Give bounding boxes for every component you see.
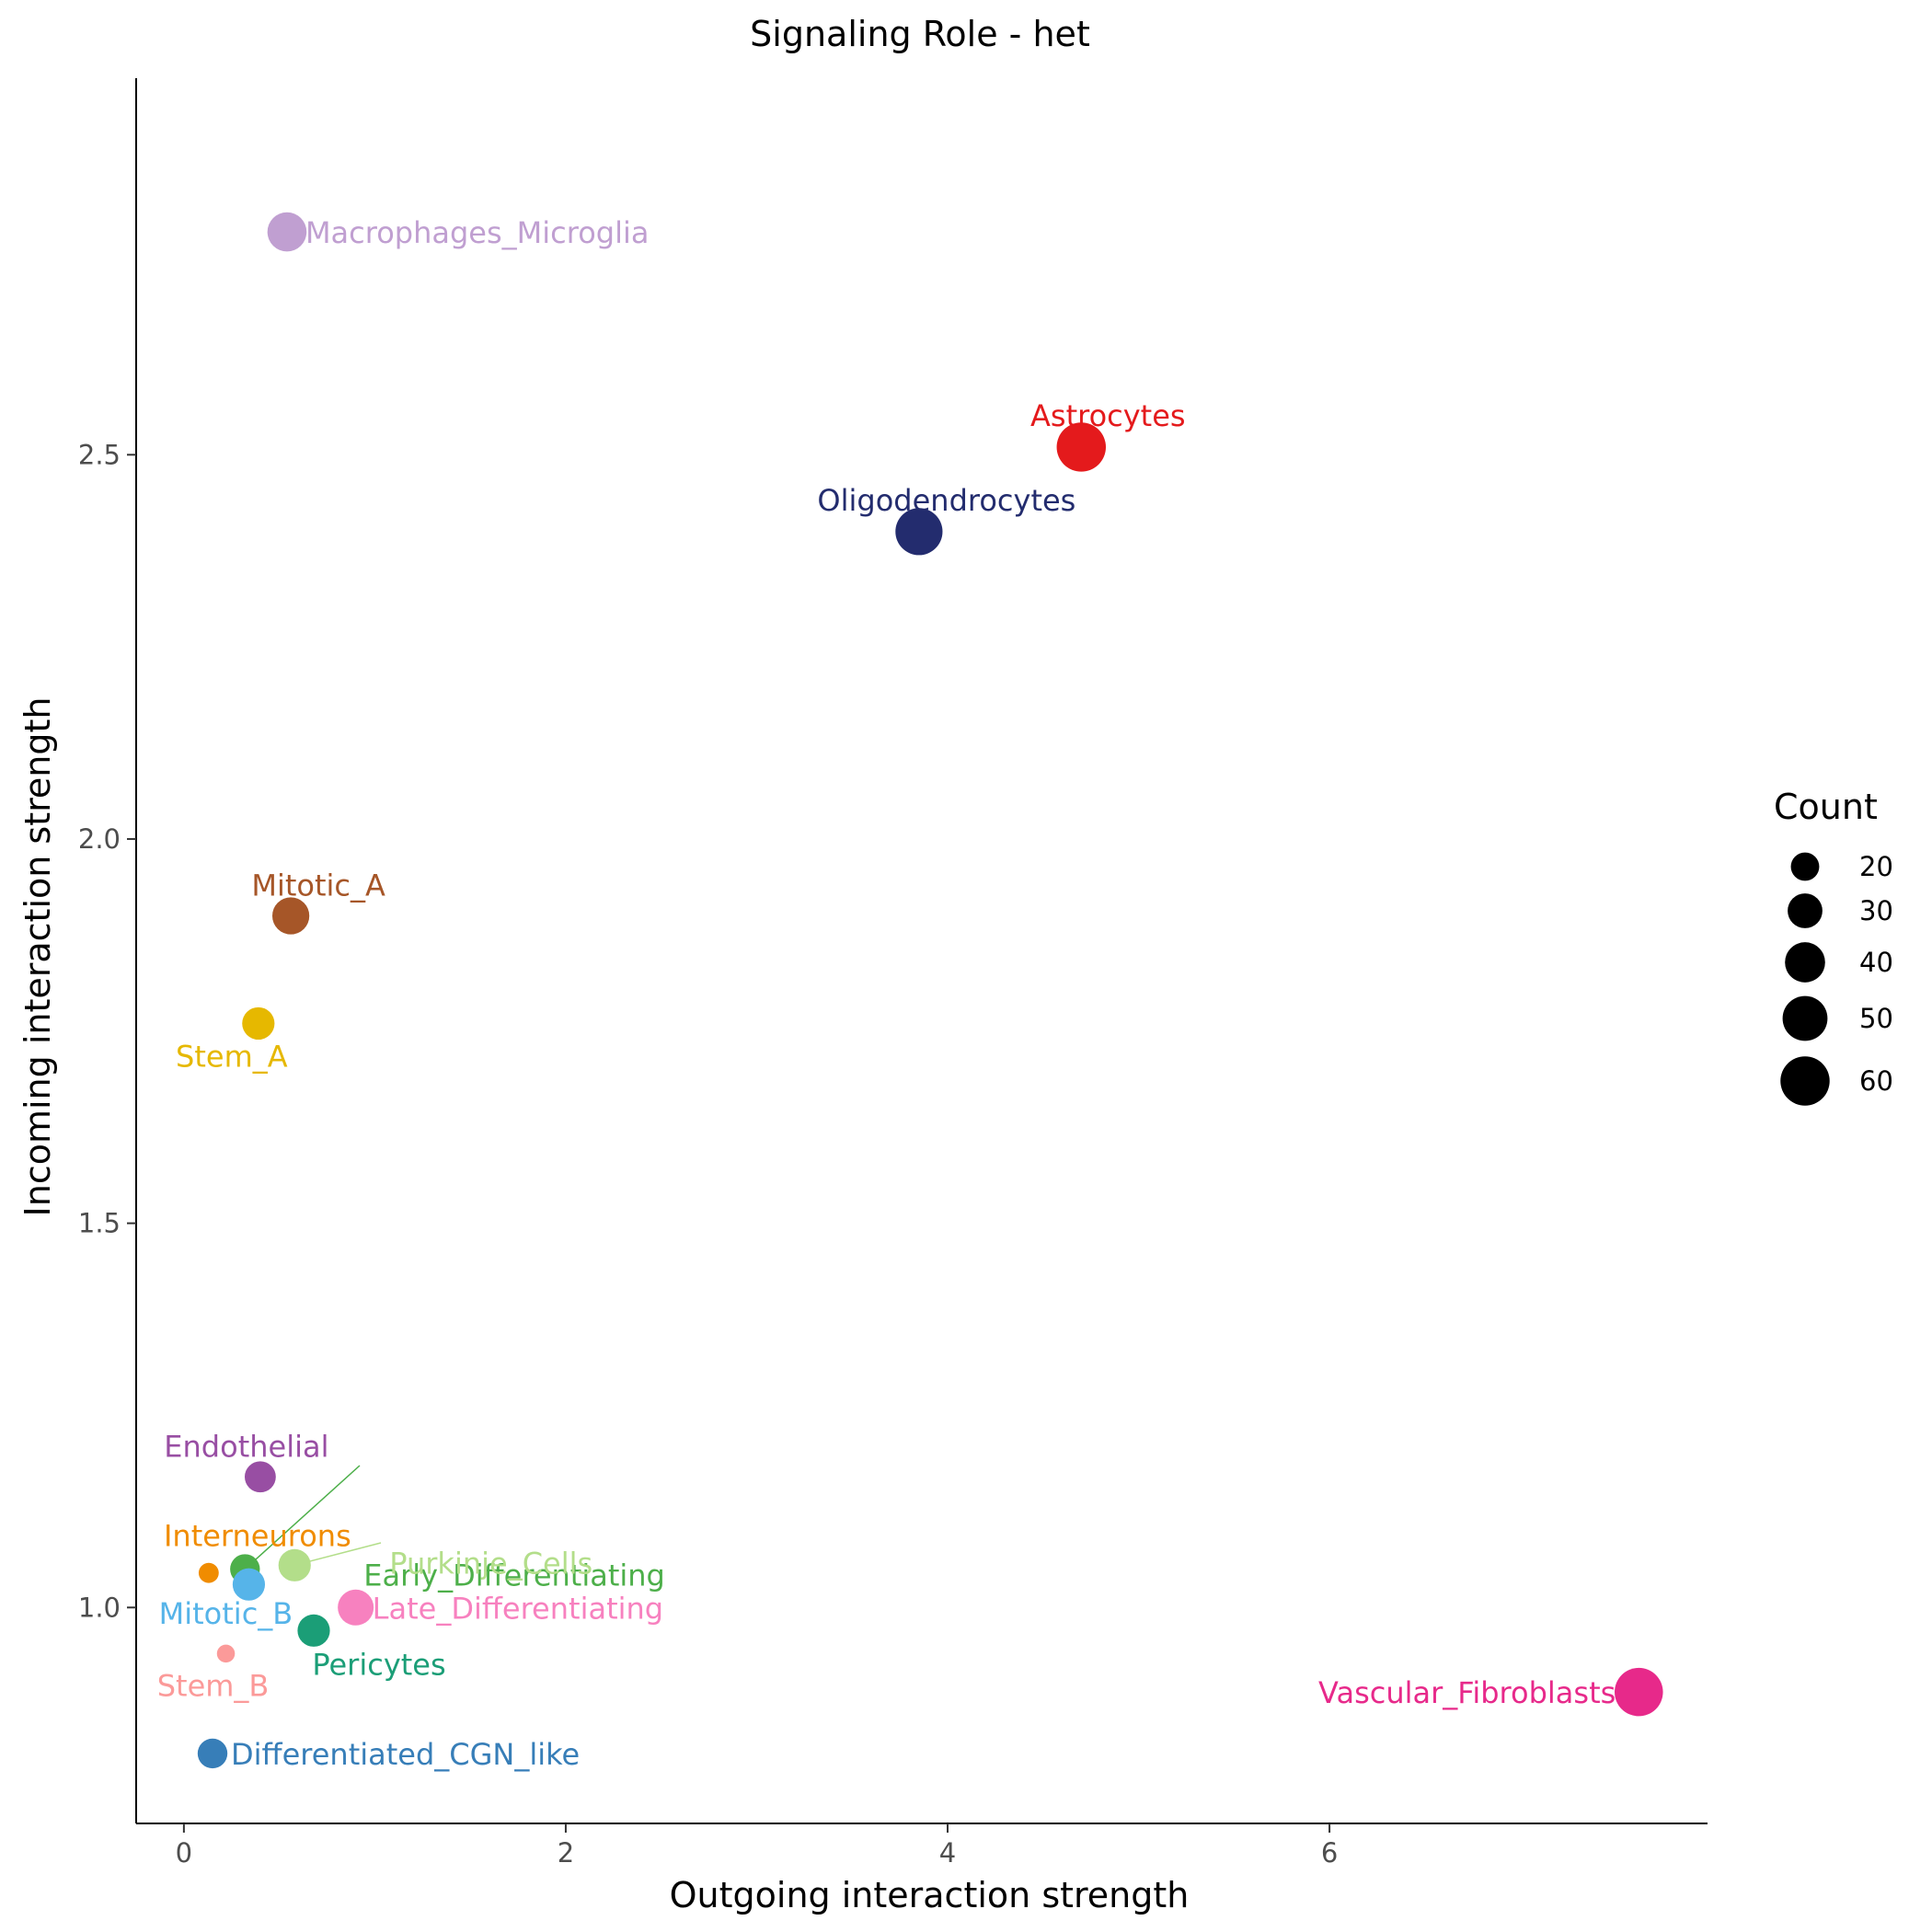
legend-size-label: 50: [1859, 1003, 1893, 1034]
legend-size-swatch: [1790, 852, 1820, 881]
legend-size-label: 30: [1859, 895, 1893, 926]
data-point: [297, 1614, 330, 1647]
point-labels: Macrophages_Microglia Astrocytes Oligodend…: [157, 215, 1616, 1772]
data-point: [242, 1006, 275, 1041]
point-label: Endothelial: [164, 1429, 328, 1464]
data-point: [244, 1461, 276, 1493]
data-point: [216, 1644, 236, 1663]
point-label: Vascular_Fibroblasts: [1318, 1675, 1616, 1710]
label-leader-line: [244, 1465, 361, 1570]
data-point: [338, 1589, 374, 1626]
point-label: Macrophages_Microglia: [305, 215, 650, 250]
x-axis-title: Outgoing interaction strength: [670, 1875, 1190, 1915]
axes: 0 2 4 6 1.0 1.5 2.0 2.5: [78, 78, 1708, 1869]
data-point: [198, 1562, 219, 1583]
y-axis-title: Incoming interaction strength: [17, 697, 58, 1217]
legend-size-swatch: [1780, 1056, 1830, 1106]
y-tick-label: 1.0: [78, 1592, 121, 1623]
size-legend: Count 20 30 40 50 60: [1774, 787, 1893, 1106]
point-label: Oligodendrocytes: [817, 483, 1075, 518]
data-point: [278, 1548, 311, 1581]
x-tick-label: 0: [176, 1837, 192, 1869]
point-label: Stem_B: [157, 1668, 270, 1703]
data-points: [197, 212, 1663, 1769]
point-label: Pericytes: [312, 1647, 445, 1682]
point-label: Astrocytes: [1030, 398, 1186, 433]
legend-size-label: 60: [1859, 1065, 1893, 1097]
chart-title: Signaling Role - het: [750, 14, 1090, 54]
legend-size-swatch: [1785, 942, 1825, 983]
y-tick-label: 2.0: [78, 823, 121, 855]
legend-size-swatch: [1788, 893, 1823, 928]
point-label: Mitotic_B: [159, 1596, 293, 1631]
legend-size-swatch: [1782, 995, 1828, 1041]
y-tick-label: 1.5: [78, 1208, 121, 1239]
x-tick-label: 6: [1321, 1837, 1338, 1869]
data-point: [267, 212, 307, 252]
point-label: Differentiated_CGN_like: [231, 1737, 580, 1772]
data-point: [232, 1568, 266, 1601]
legend-size-label: 40: [1859, 947, 1893, 978]
data-point: [197, 1738, 228, 1769]
point-label: Late_Differentiating: [373, 1591, 663, 1626]
data-point: [1056, 422, 1107, 472]
point-label: Mitotic_A: [251, 868, 385, 903]
legend-size-label: 20: [1859, 851, 1893, 882]
data-point: [895, 508, 943, 556]
data-point: [1615, 1667, 1663, 1717]
data-point: [271, 897, 310, 935]
point-label: Early_Differentiating: [363, 1558, 665, 1593]
point-label: Stem_A: [176, 1039, 288, 1074]
point-label: Interneurons: [164, 1519, 351, 1554]
x-tick-label: 4: [939, 1837, 956, 1869]
point-label: Purkinje_Cells: [389, 1546, 592, 1581]
legend-title: Count: [1774, 787, 1878, 827]
y-tick-label: 2.5: [78, 439, 121, 470]
x-tick-label: 2: [558, 1837, 574, 1869]
